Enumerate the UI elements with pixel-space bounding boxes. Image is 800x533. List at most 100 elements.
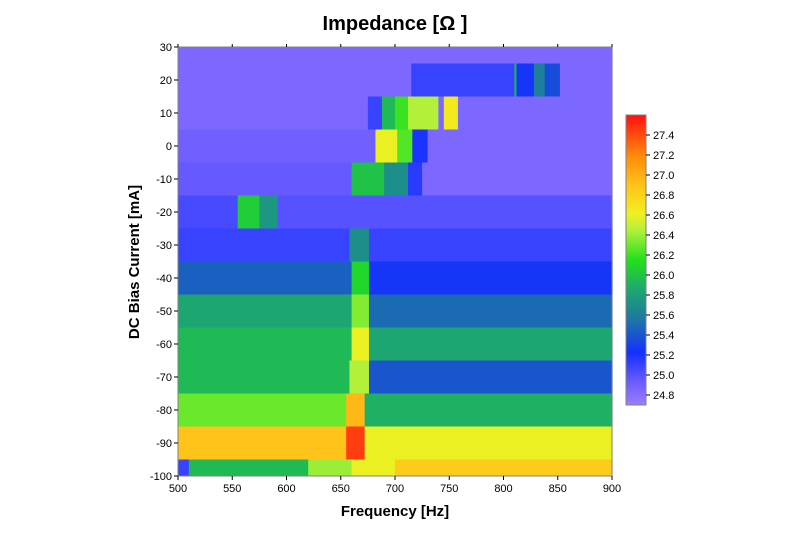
heatmap-cell [395,459,613,476]
heatmap-cell [178,195,239,229]
heatmap-cell [178,360,351,394]
heatmap-cell [368,228,613,262]
colorbar-tick-label: 24.8 [653,390,674,402]
x-tick-label: 850 [549,483,567,495]
heatmap-cell [178,129,377,163]
colorbar-tick-label: 25.6 [653,310,674,322]
y-tick-label: -30 [156,240,172,252]
y-tick-label: -20 [156,207,172,219]
heatmap-cell [351,162,385,196]
y-tick-label: 30 [160,42,172,54]
heatmap-cell [178,294,353,328]
heatmap-cell [351,294,370,328]
heatmap-cell [178,96,369,130]
heatmap-cell [364,426,613,460]
y-tick-label: 20 [160,75,172,87]
heatmap-cell [408,162,423,196]
heatmap-cell [395,96,409,130]
colorbar-tick-label: 27.0 [653,170,674,182]
heatmap-cell [349,228,370,262]
heatmap-cell [351,261,370,295]
heatmap-cell [364,393,613,427]
heatmap-cell [277,195,613,229]
x-tick-label: 500 [169,483,187,495]
heatmap-cell [259,195,279,229]
heatmap-cell [368,294,613,328]
colorbar-tick-label: 26.2 [653,250,674,262]
heatmap-cell [351,327,370,361]
colorbar-tick-label: 25.0 [653,370,674,382]
heatmap-cell [368,261,613,295]
chart-title: Impedance [Ω ] [323,13,468,35]
y-tick-label: -40 [156,273,172,285]
heatmap-cell [367,96,383,130]
x-tick-label: 650 [332,483,350,495]
heatmap-cell [422,162,613,196]
heatmap-cell [351,459,396,476]
y-tick-label: -80 [156,405,172,417]
heatmap-cell [346,393,366,427]
heatmap-cell [516,63,535,97]
colorbar-ticks: 24.8 25.0 25.2 25.4 25.6 25.8 26.0 26.2 26.4 26.6… [646,130,674,402]
x-axis-label: Frequency [Hz] [341,503,449,520]
heatmap-cells [178,47,613,476]
x-tick-label: 750 [440,483,458,495]
x-tick-label: 700 [386,483,404,495]
heatmap-cell [308,459,353,476]
heatmap-cell [381,96,396,130]
x-tick-label: 550 [223,483,241,495]
colorbar-tick-label: 26.6 [653,210,674,222]
heatmap-cell [178,228,351,262]
colorbar-tick-label: 25.4 [653,330,674,342]
heatmap-cell [384,162,409,196]
heatmap-cell [346,426,366,460]
colorbar-tick-label: 25.2 [653,350,674,362]
heatmap-cell [544,63,561,97]
heatmap-cell [411,63,515,97]
colorbar-tick-label: 25.8 [653,290,674,302]
heatmap-cell [237,195,260,229]
heatmap-cell [559,63,613,97]
heatmap-cell [427,129,613,163]
heatmap-cell [397,129,413,163]
heatmap-cell [375,129,398,163]
colorbar-tick-label: 26.0 [653,270,674,282]
y-tick-label: -90 [156,438,172,450]
heatmap-cell [457,96,613,130]
heatmap-cell [349,360,370,394]
heatmap-cell [412,129,429,163]
y-tick-label: -70 [156,372,172,384]
heatmap-cell [178,47,613,64]
heatmap-cell [188,459,309,476]
y-tick-label: -10 [156,174,172,186]
y-tick-label: -60 [156,339,172,351]
heatmap-cell [178,327,353,361]
heatmap-cell [178,162,353,196]
heatmap-cell [178,261,353,295]
x-tick-label: 600 [277,483,295,495]
heatmap-cell [178,426,347,460]
y-tick-label: 0 [166,141,172,153]
y-tick-label: -50 [156,306,172,318]
colorbar-tick-label: 27.4 [653,130,674,142]
heatmap-cell [368,360,613,394]
heatmap-cell [514,63,518,97]
colorbar-tick-label: 26.8 [653,190,674,202]
heatmap-cell [178,459,190,476]
y-axis-label: DC Bias Current [mA] [126,185,143,339]
x-tick-label: 800 [494,483,512,495]
heatmap-cell [408,96,439,130]
heatmap-cell [178,393,347,427]
colorbar-tick-label: 27.2 [653,150,674,162]
heatmap-cell [533,63,546,97]
colorbar-tick-label: 26.4 [653,230,674,242]
y-tick-label: 10 [160,108,172,120]
heatmap-cell [438,96,445,130]
heatmap-cell [178,63,412,97]
colorbar [625,114,647,406]
heatmap-cell [368,327,613,361]
x-axis: 500 550 600 650 700 750 800 850 900 [169,44,621,495]
x-tick-label: 900 [603,483,621,495]
